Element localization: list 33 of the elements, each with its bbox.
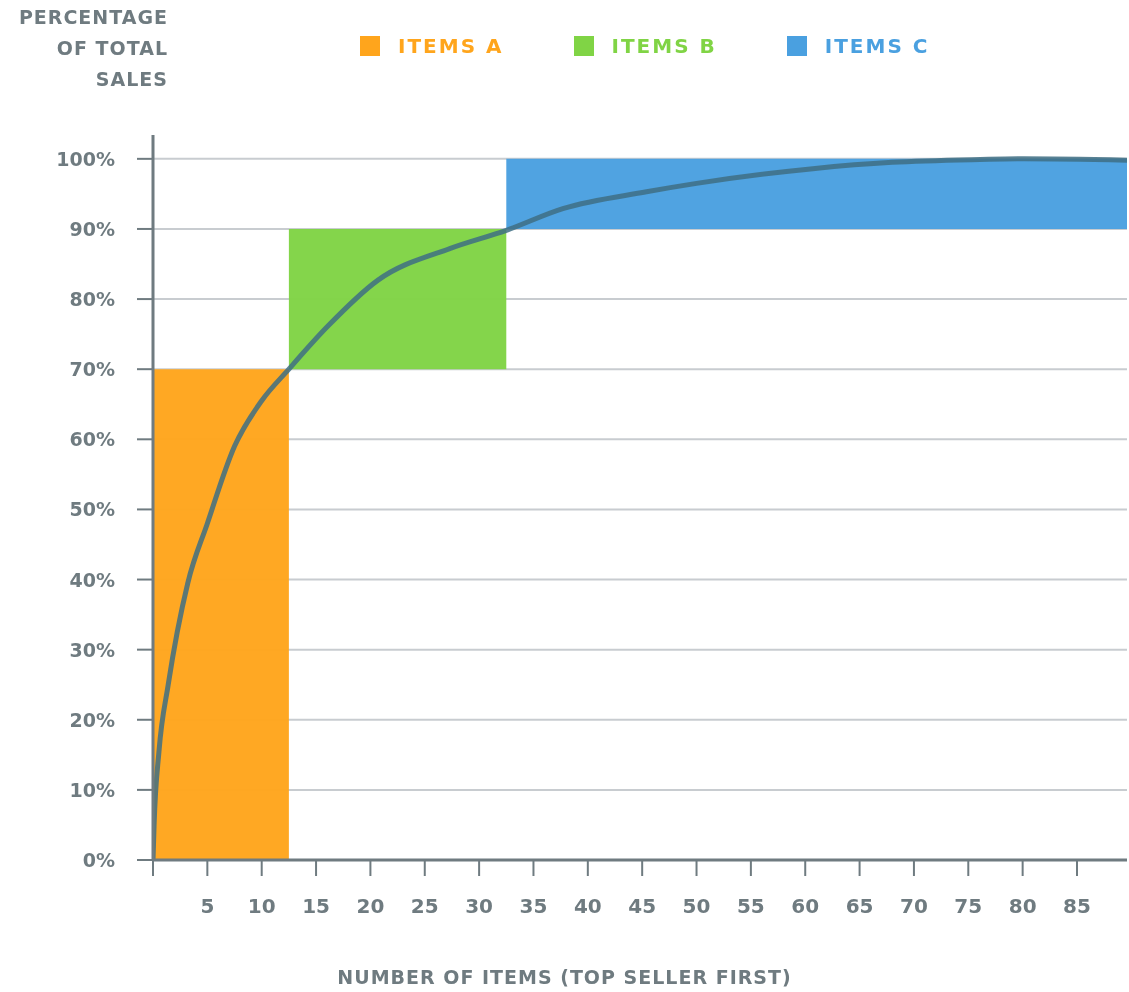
x-tick-label: 80	[1008, 894, 1037, 918]
y-tick-label: 0%	[82, 849, 115, 871]
x-tick-label: 40	[573, 894, 602, 918]
y-tick-label: 10%	[69, 778, 115, 801]
x-axis-title: NUMBER OF ITEMS (TOP SELLER FIRST)	[336, 966, 793, 988]
x-tick-label: 50	[682, 894, 711, 918]
x-tick-label: 55	[736, 894, 765, 918]
x-tick-label: 85	[1063, 894, 1091, 918]
x-tick-label: 65	[845, 894, 874, 918]
y-tick-label: 50%	[69, 498, 115, 521]
y-axis-title: PERCENTAGE OF TOTAL SALES	[17, 5, 168, 92]
x-tick-label: 10	[247, 894, 276, 918]
legend-label: ITEMS B	[611, 34, 717, 58]
x-tick-label: 30	[465, 894, 494, 918]
legend-label: ITEMS A	[398, 34, 504, 58]
y-tick-label: 70%	[69, 358, 115, 381]
y-tick-label: 40%	[69, 568, 115, 591]
y-tick-label: 80%	[69, 288, 115, 311]
x-tick-label: 45	[628, 894, 657, 918]
x-tick-label: 75	[954, 894, 983, 918]
x-tick-label: 20	[356, 894, 385, 918]
x-tick-label: 60	[791, 894, 820, 918]
x-tick-label: 35	[519, 894, 548, 918]
x-tick-label: 5	[200, 894, 215, 918]
x-tick-label: 15	[302, 894, 330, 918]
x-tick-label: 70	[900, 894, 928, 918]
legend-label: ITEMS C	[824, 34, 930, 58]
y-tick-label: 90%	[69, 217, 115, 240]
y-tick-label: 60%	[69, 428, 115, 451]
y-tick-label: 20%	[69, 708, 115, 731]
x-tick-label: 25	[410, 894, 439, 918]
y-tick-label: 30%	[69, 638, 115, 661]
y-tick-label: 100%	[56, 147, 115, 170]
